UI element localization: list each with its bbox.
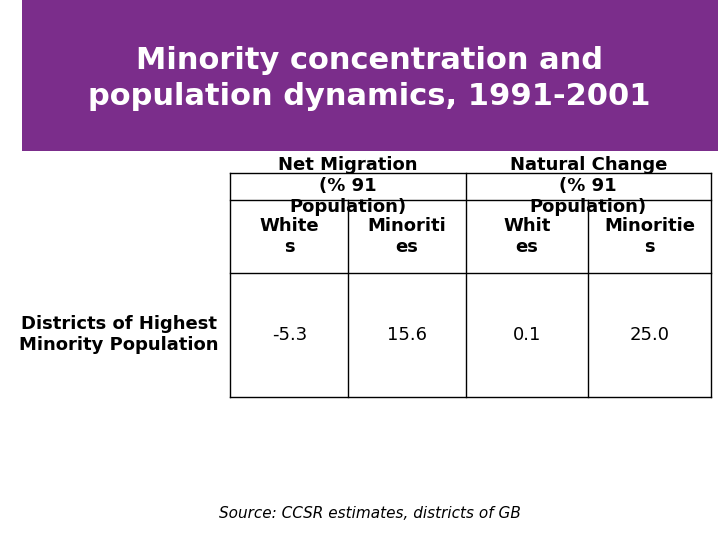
Text: Net Migration
(% 91
Population): Net Migration (% 91 Population) [279, 157, 418, 216]
Text: Minoritie
s: Minoritie s [604, 217, 695, 255]
Text: -5.3: -5.3 [271, 326, 307, 344]
Text: Minority concentration and
population dynamics, 1991-2001: Minority concentration and population dy… [89, 46, 651, 111]
Text: Source: CCSR estimates, districts of GB: Source: CCSR estimates, districts of GB [219, 505, 521, 521]
Text: 0.1: 0.1 [513, 326, 541, 344]
Text: Whit
es: Whit es [503, 217, 551, 255]
Text: Natural Change
(% 91
Population): Natural Change (% 91 Population) [510, 157, 667, 216]
FancyBboxPatch shape [22, 0, 718, 151]
Text: 15.6: 15.6 [387, 326, 427, 344]
Text: Minoriti
es: Minoriti es [367, 217, 446, 255]
Text: 25.0: 25.0 [629, 326, 670, 344]
Text: White
s: White s [259, 217, 319, 255]
Text: Districts of Highest
Minority Population: Districts of Highest Minority Population [19, 315, 219, 354]
